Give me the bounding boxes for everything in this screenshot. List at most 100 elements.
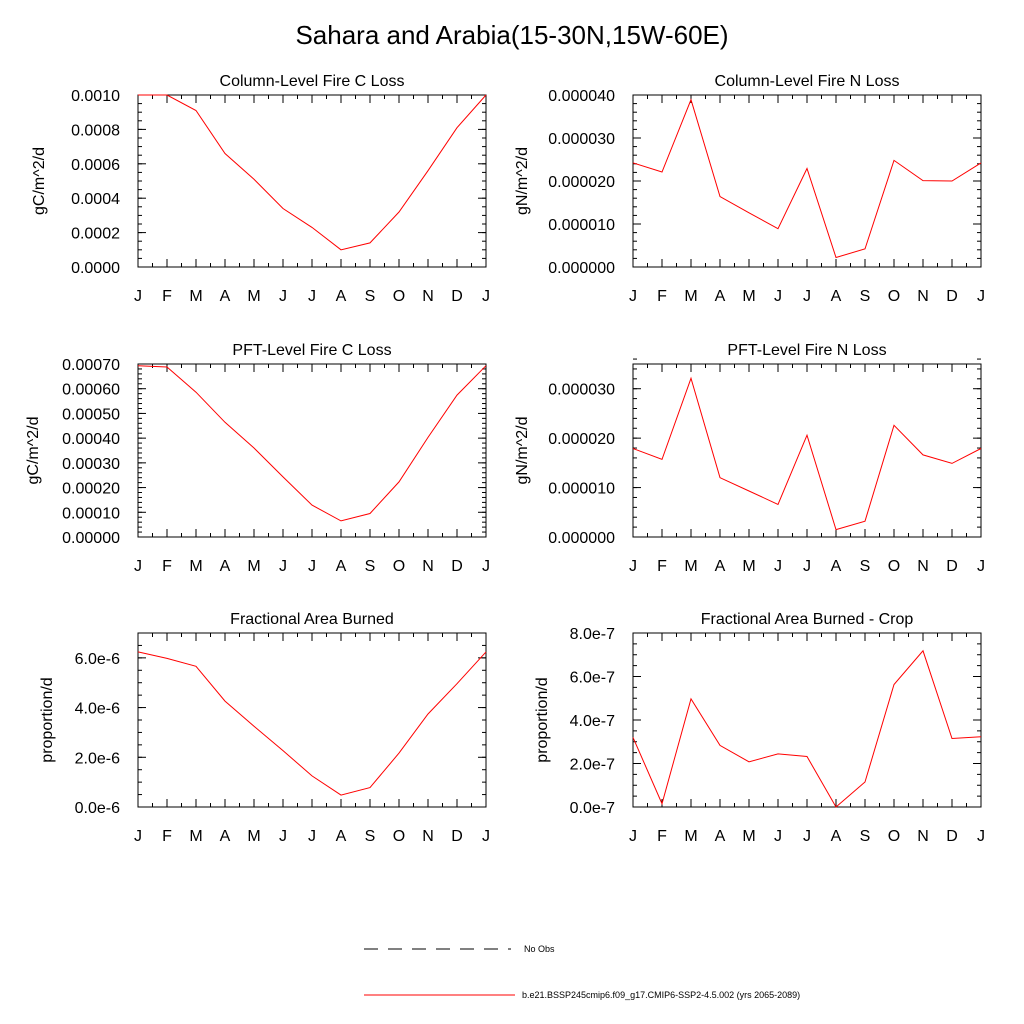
y-tick-label: 4.0e-7 [570, 713, 615, 730]
x-tick-label: F [162, 288, 172, 305]
x-tick-label: J [774, 288, 782, 305]
x-tick-label: N [917, 828, 929, 845]
y-tick-label: 0.000040 [548, 88, 615, 105]
chart-panel-6: Fractional Area Burned - Crop proportion/… [534, 611, 985, 845]
series-line-model [632, 649, 982, 808]
x-tick-label: D [451, 288, 463, 305]
y-axis-label: proportion/d [39, 677, 56, 762]
x-tick-label: O [393, 828, 405, 845]
y-tick-label: 0.0006 [71, 157, 120, 174]
y-tick-label: 0.00020 [62, 481, 120, 498]
legend-model-label: b.e21.BSSP245cmip6.f09_g17.CMIP6-SSP2-4.… [522, 990, 800, 1000]
y-tick-label: 0.000020 [548, 431, 615, 448]
x-tick-label: J [279, 288, 287, 305]
x-tick-label: F [657, 558, 667, 575]
x-tick-label: A [336, 828, 347, 845]
x-tick-label: A [831, 288, 842, 305]
panel-title: Fractional Area Burned [230, 611, 394, 628]
x-tick-label: S [365, 288, 376, 305]
y-tick-label: 0.00000 [62, 530, 120, 547]
series-line-model [137, 651, 487, 796]
x-tick-label: J [482, 828, 490, 845]
x-tick-label: J [774, 558, 782, 575]
y-tick-label: 0.000000 [548, 530, 615, 547]
y-tick-label: 0.00040 [62, 431, 120, 448]
x-tick-label: M [684, 288, 697, 305]
y-axis-label: gC/m^2/d [31, 147, 48, 215]
x-tick-label: N [422, 558, 434, 575]
y-tick-label: 0.00030 [62, 456, 120, 473]
x-tick-label: J [134, 558, 142, 575]
x-tick-label: M [189, 288, 202, 305]
x-tick-label: M [189, 828, 202, 845]
page-title: Sahara and Arabia(15-30N,15W-60E) [295, 20, 729, 50]
y-tick-label: 0.000030 [548, 131, 615, 148]
panel-title: Column-Level Fire N Loss [715, 73, 900, 90]
x-tick-label: J [308, 558, 316, 575]
y-axis-label: proportion/d [534, 677, 551, 762]
x-tick-label: F [162, 558, 172, 575]
x-tick-label: J [977, 828, 985, 845]
x-tick-label: A [220, 558, 231, 575]
x-tick-label: J [482, 288, 490, 305]
x-tick-label: D [451, 828, 463, 845]
x-tick-label: D [946, 828, 958, 845]
panel-title: Fractional Area Burned - Crop [701, 611, 914, 628]
x-tick-label: J [308, 828, 316, 845]
x-tick-label: M [247, 828, 260, 845]
series-line-model [138, 94, 487, 251]
x-tick-label: J [629, 558, 637, 575]
x-tick-label: J [803, 288, 811, 305]
panel-title: Column-Level Fire C Loss [220, 73, 405, 90]
y-tick-label: 0.0e-6 [75, 800, 120, 817]
y-tick-label: 6.0e-6 [75, 651, 120, 668]
x-tick-label: S [860, 288, 871, 305]
x-tick-label: M [684, 558, 697, 575]
y-tick-label: 0.00010 [62, 505, 120, 522]
x-tick-label: F [657, 828, 667, 845]
y-tick-label: 2.0e-7 [570, 757, 615, 774]
x-tick-label: J [134, 288, 142, 305]
x-tick-label: F [657, 288, 667, 305]
x-tick-label: N [917, 558, 929, 575]
x-tick-label: J [977, 558, 985, 575]
x-tick-label: N [422, 828, 434, 845]
x-tick-label: D [946, 288, 958, 305]
x-tick-label: J [803, 828, 811, 845]
x-tick-label: O [393, 558, 405, 575]
y-axis-label: gC/m^2/d [25, 417, 42, 485]
y-axis-label: gN/m^2/d [514, 147, 531, 215]
y-tick-label: 0.00070 [62, 357, 120, 374]
x-tick-label: A [220, 288, 231, 305]
y-tick-label: 0.0008 [71, 122, 120, 139]
panel-title: PFT-Level Fire N Loss [727, 342, 886, 359]
plot-frame [137, 363, 487, 538]
x-tick-label: D [946, 558, 958, 575]
y-tick-label: 2.0e-6 [75, 750, 120, 767]
x-tick-label: M [684, 828, 697, 845]
x-tick-label: N [422, 288, 434, 305]
plot-frame [632, 363, 982, 538]
x-tick-label: D [451, 558, 463, 575]
x-tick-label: M [742, 288, 755, 305]
x-tick-label: M [189, 558, 202, 575]
y-tick-label: 0.00050 [62, 406, 120, 423]
x-tick-label: A [715, 288, 726, 305]
x-tick-label: M [742, 828, 755, 845]
x-tick-label: S [365, 558, 376, 575]
x-tick-label: J [482, 558, 490, 575]
x-tick-label: J [774, 828, 782, 845]
y-tick-label: 0.0010 [71, 88, 120, 105]
legend-obs-label: No Obs [524, 944, 555, 954]
x-tick-label: J [629, 288, 637, 305]
x-tick-label: M [247, 288, 260, 305]
x-tick-label: O [393, 288, 405, 305]
x-tick-label: M [247, 558, 260, 575]
x-tick-label: J [629, 828, 637, 845]
